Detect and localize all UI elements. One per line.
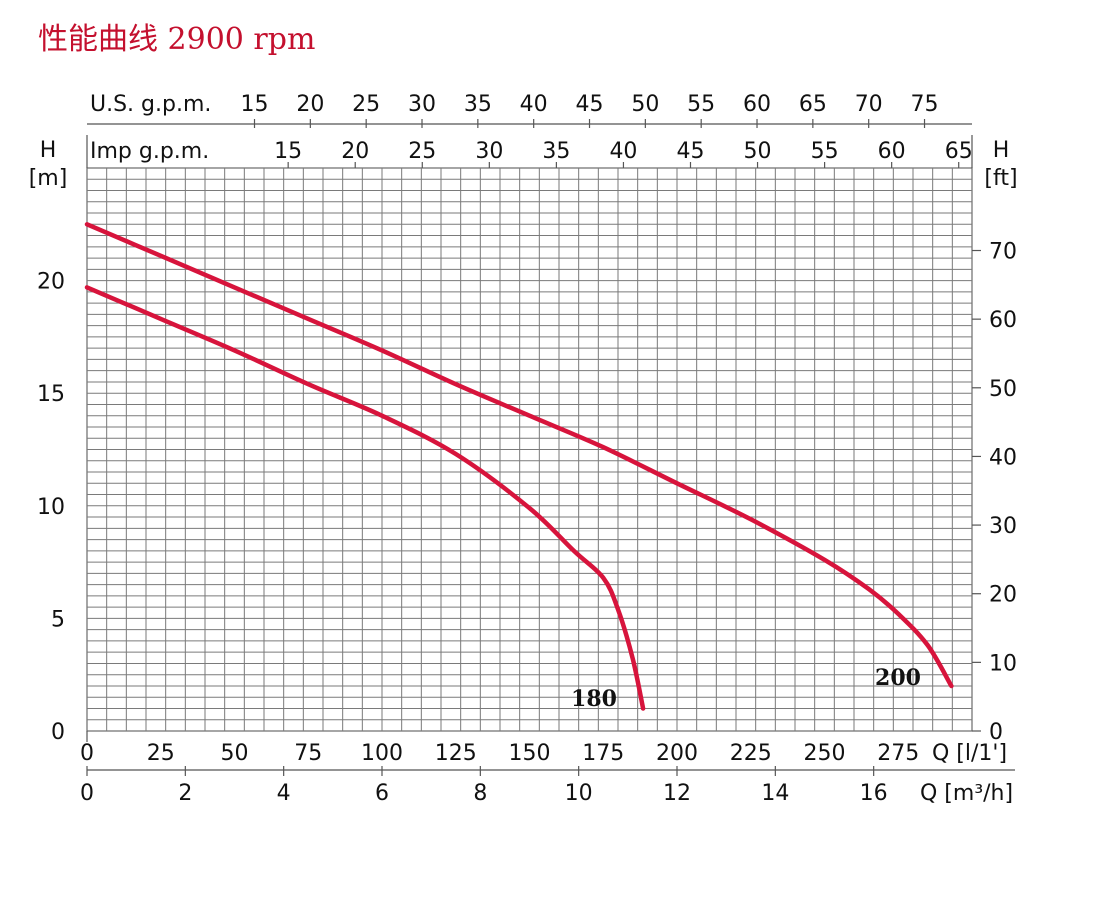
q-lmin-tick-label: 50 <box>221 741 249 766</box>
q-m3h-tick-label: 8 <box>473 781 487 806</box>
q-m3h-tick-label: 14 <box>761 781 789 806</box>
imp-gpm-tick-label: 55 <box>811 139 839 164</box>
us-gpm-tick-label: 55 <box>687 92 715 117</box>
q-lmin-tick-label: 200 <box>656 741 698 766</box>
y-right-unit: [ft] <box>984 166 1017 191</box>
q-m3h-tick-label: 4 <box>277 781 291 806</box>
us-gpm-tick-label: 60 <box>743 92 771 117</box>
q-m3h-tick-label: 0 <box>80 781 94 806</box>
curve-label-180: 180 <box>571 686 617 712</box>
us-gpm-tick-label: 40 <box>520 92 548 117</box>
q-m3h-tick-label: 12 <box>663 781 691 806</box>
q-lmin-tick-label: 150 <box>509 741 551 766</box>
q-lmin-tick-label: 0 <box>80 741 94 766</box>
y-left-unit: [m] <box>29 166 68 191</box>
us-gpm-tick-label: 15 <box>241 92 269 117</box>
us-gpm-label: U.S. g.p.m. <box>90 92 211 117</box>
us-gpm-tick-label: 35 <box>464 92 492 117</box>
us-gpm-tick-label: 70 <box>855 92 883 117</box>
y-m-tick-label: 0 <box>51 720 65 745</box>
y-ft-tick-label: 60 <box>989 308 1017 333</box>
imp-gpm-tick-label: 45 <box>676 139 704 164</box>
grid <box>86 167 973 732</box>
y-ft-tick-label: 30 <box>989 514 1017 539</box>
q-m3h-tick-label: 16 <box>860 781 888 806</box>
y-m-tick-label: 15 <box>37 382 65 407</box>
imp-gpm-tick-label: 20 <box>341 139 369 164</box>
q-lmin-tick-label: 125 <box>435 741 477 766</box>
us-gpm-tick-label: 50 <box>631 92 659 117</box>
q-lmin-tick-label: 275 <box>877 741 919 766</box>
imp-gpm-tick-label: 65 <box>945 139 973 164</box>
y-m-tick-label: 20 <box>37 270 65 295</box>
imp-gpm-tick-label: 35 <box>542 139 570 164</box>
q-lmin-tick-label: 175 <box>582 741 624 766</box>
curve-label-200: 200 <box>875 665 921 691</box>
axes <box>86 119 1015 776</box>
us-gpm-tick-label: 65 <box>799 92 827 117</box>
imp-gpm-tick-label: 25 <box>408 139 436 164</box>
q-lmin-tick-label: 225 <box>730 741 772 766</box>
curve-180 <box>84 285 646 711</box>
us-gpm-tick-label: 20 <box>296 92 324 117</box>
us-gpm-tick-label: 30 <box>408 92 436 117</box>
q-lmin-tick-label: 250 <box>804 741 846 766</box>
curves <box>84 222 954 711</box>
q-lmin-axis-label: Q [l/1'] <box>932 741 1007 766</box>
y-left-symbol: H <box>40 138 57 163</box>
us-gpm-tick-label: 75 <box>911 92 939 117</box>
imp-gpm-tick-label: 50 <box>744 139 772 164</box>
imp-gpm-tick-label: 15 <box>274 139 302 164</box>
y-ft-tick-label: 0 <box>989 720 1003 745</box>
q-lmin-tick-label: 25 <box>147 741 175 766</box>
imp-gpm-tick-label: 30 <box>475 139 503 164</box>
imp-gpm-tick-label: 60 <box>878 139 906 164</box>
y-m-tick-label: 5 <box>51 607 65 632</box>
q-lmin-tick-label: 100 <box>361 741 403 766</box>
y-ft-tick-label: 40 <box>989 445 1017 470</box>
q-m3h-tick-label: 2 <box>178 781 192 806</box>
us-gpm-tick-label: 25 <box>352 92 380 117</box>
q-m3h-tick-label: 10 <box>565 781 593 806</box>
imp-gpm-label: Imp g.p.m. <box>90 139 209 164</box>
imp-gpm-tick-label: 40 <box>609 139 637 164</box>
chart-title: 性能曲线 2900 rpm <box>38 22 316 57</box>
q-lmin-tick-label: 75 <box>294 741 322 766</box>
curve-200 <box>84 222 954 689</box>
q-m3h-axis-label: Q [m³/h] <box>920 781 1013 806</box>
us-gpm-tick-label: 45 <box>576 92 604 117</box>
labels: U.S. g.p.m. 15 20 25 30 35 40 45 50 55 60 65 70 75Imp… <box>29 92 1018 806</box>
q-m3h-tick-label: 6 <box>375 781 389 806</box>
y-ft-tick-label: 10 <box>989 651 1017 676</box>
y-ft-tick-label: 50 <box>989 377 1017 402</box>
y-m-tick-label: 10 <box>37 495 65 520</box>
y-right-symbol: H <box>993 138 1010 163</box>
y-ft-tick-label: 20 <box>989 583 1017 608</box>
y-ft-tick-label: 70 <box>989 240 1017 265</box>
